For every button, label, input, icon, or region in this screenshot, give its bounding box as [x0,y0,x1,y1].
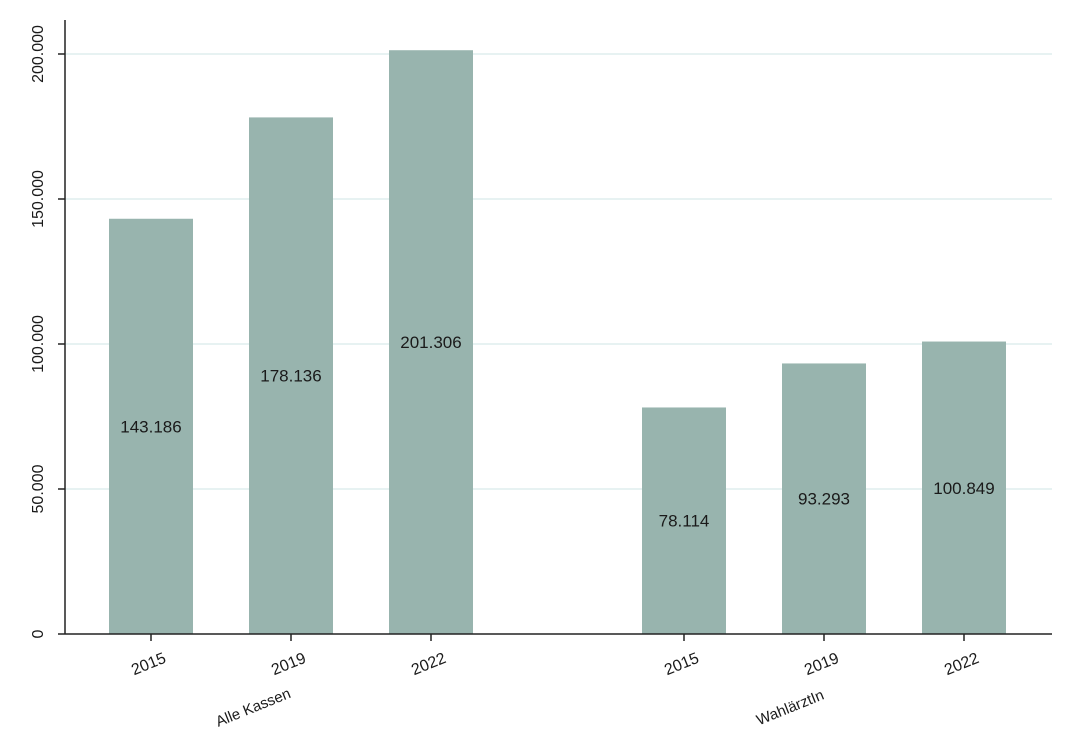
axes [58,20,1052,641]
bar [922,341,1006,634]
y-tick-label: 0 [30,629,47,638]
bar-value-label: 201.306 [400,333,461,352]
gridlines [65,53,1052,490]
y-tick-label: 100.000 [30,315,47,373]
group-label: Alle Kassen [213,685,293,730]
x-tick-label: 2022 [942,650,981,679]
x-tick-label: 2015 [129,650,168,679]
x-tick-label: 2019 [802,650,841,679]
x-tick-label: 2019 [269,650,308,679]
bar [109,218,193,634]
bar [389,50,473,635]
y-tick-label: 50.000 [30,464,47,513]
bar-value-label: 93.293 [798,490,850,509]
x-tick-label: 2022 [409,650,448,679]
bar [642,407,726,634]
bar [782,363,866,634]
bar-value-label: 143.186 [120,417,181,436]
bar-value-label: 178.136 [260,367,321,386]
group-label: WahlärztIn [754,687,826,729]
bars [109,50,1006,635]
y-tick-label: 200.000 [30,25,47,83]
bar [249,117,333,635]
x-tick-label: 2015 [662,650,701,679]
bar-value-label: 100.849 [933,479,994,498]
y-tick-label: 150.000 [30,170,47,228]
bar-value-label: 78.114 [659,512,710,531]
